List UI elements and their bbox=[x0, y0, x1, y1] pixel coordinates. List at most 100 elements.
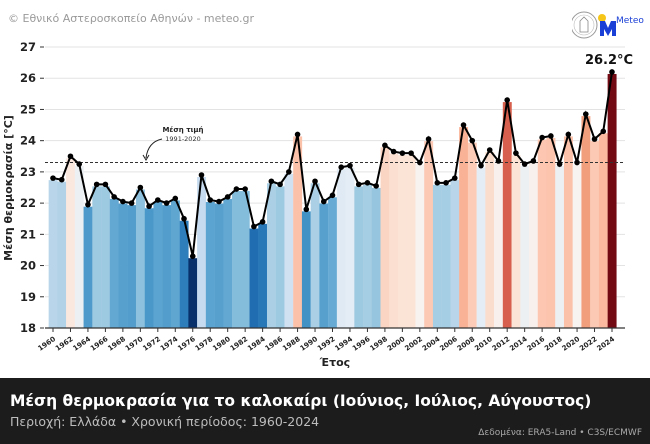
x-tick-label: 2016 bbox=[526, 335, 547, 353]
bar-2008 bbox=[467, 142, 477, 328]
bar-2000 bbox=[398, 155, 407, 328]
point-1975 bbox=[181, 215, 187, 222]
point-1990 bbox=[312, 178, 318, 185]
bar-1962 bbox=[66, 158, 76, 328]
x-tick-label: 2022 bbox=[578, 335, 599, 353]
point-2022 bbox=[591, 136, 598, 142]
x-tick-label: 2012 bbox=[491, 335, 512, 353]
bar-1993 bbox=[336, 169, 346, 328]
bar-2020 bbox=[572, 164, 582, 328]
x-tick-label: 2004 bbox=[421, 335, 442, 353]
bar-2003 bbox=[424, 141, 434, 328]
bar-1974 bbox=[170, 200, 180, 328]
point-2017 bbox=[548, 133, 554, 139]
bar-2005 bbox=[441, 184, 451, 328]
x-tick-label: 1986 bbox=[264, 335, 285, 353]
bar-1960 bbox=[48, 180, 58, 328]
point-1969 bbox=[128, 200, 135, 206]
y-tick-label: 23 bbox=[20, 165, 36, 179]
data-source: Δεδομένα: ERA5-Land • C3S/ECMWF bbox=[478, 428, 642, 438]
point-1996 bbox=[364, 180, 371, 186]
bar-2010 bbox=[485, 152, 495, 328]
x-tick-label: 1966 bbox=[89, 335, 110, 353]
point-1987 bbox=[286, 169, 292, 175]
point-2007 bbox=[460, 122, 467, 128]
point-1962 bbox=[67, 153, 74, 160]
bar-2014 bbox=[520, 166, 530, 328]
point-1993 bbox=[338, 164, 345, 171]
point-1966 bbox=[102, 181, 109, 188]
bar-1982 bbox=[240, 191, 250, 328]
x-tick-label: 2006 bbox=[438, 335, 459, 353]
bar-1966 bbox=[101, 186, 110, 328]
point-2015 bbox=[530, 158, 537, 164]
bar-1975 bbox=[179, 220, 189, 328]
meteo-logo-text: Meteo bbox=[616, 16, 644, 26]
bar-1996 bbox=[363, 184, 373, 328]
bar-1989 bbox=[301, 211, 311, 328]
bar-1985 bbox=[266, 183, 276, 328]
bar-1986 bbox=[275, 186, 285, 328]
bar-1987 bbox=[284, 173, 294, 328]
point-2023 bbox=[600, 128, 607, 135]
bar-1976 bbox=[188, 258, 198, 328]
y-axis-label: Μέση θερμοκρασία [°C] bbox=[2, 115, 15, 261]
point-2019 bbox=[565, 131, 572, 138]
bar-2004 bbox=[432, 184, 442, 328]
bar-1971 bbox=[144, 208, 154, 328]
point-1997 bbox=[373, 183, 379, 189]
bar-1988 bbox=[293, 136, 303, 328]
point-2003 bbox=[425, 136, 432, 142]
bar-2017 bbox=[546, 137, 556, 328]
point-2012 bbox=[504, 97, 510, 103]
bar-2007 bbox=[459, 127, 469, 328]
y-tick-label: 19 bbox=[20, 290, 36, 304]
bar-2018 bbox=[555, 166, 565, 328]
x-tick-label: 1962 bbox=[54, 335, 75, 353]
point-1985 bbox=[268, 178, 275, 185]
x-tick-label: 1992 bbox=[316, 335, 337, 353]
x-tick-label: 1976 bbox=[176, 335, 197, 353]
x-tick-label: 2018 bbox=[543, 335, 564, 353]
x-tick-label: 1970 bbox=[124, 335, 145, 353]
y-tick-label: 25 bbox=[20, 102, 36, 116]
point-1998 bbox=[382, 142, 388, 149]
bar-1992 bbox=[328, 197, 338, 328]
bar-1990 bbox=[310, 183, 320, 328]
point-2006 bbox=[451, 175, 458, 181]
bar-1967 bbox=[109, 198, 119, 328]
bar-1983 bbox=[249, 228, 259, 328]
x-tick-label: 2002 bbox=[403, 335, 424, 353]
y-tick-label: 26 bbox=[20, 71, 36, 85]
bar-1977 bbox=[197, 177, 207, 328]
bar-1968 bbox=[118, 203, 128, 328]
bar-1970 bbox=[135, 189, 145, 328]
reference-arrow-head bbox=[142, 154, 150, 161]
point-2011 bbox=[495, 158, 502, 164]
bar-2019 bbox=[563, 136, 573, 328]
bar-2013 bbox=[511, 155, 521, 328]
point-1981 bbox=[233, 186, 240, 192]
bar-1999 bbox=[389, 153, 399, 328]
bar-1973 bbox=[162, 205, 172, 328]
point-1999 bbox=[390, 148, 397, 155]
point-2021 bbox=[582, 111, 589, 117]
x-tick-label: 1984 bbox=[246, 335, 267, 353]
point-2018 bbox=[556, 161, 563, 167]
x-tick-label: 2020 bbox=[561, 335, 582, 353]
bar-2011 bbox=[494, 162, 504, 328]
point-1977 bbox=[198, 172, 205, 178]
bar-1997 bbox=[371, 187, 381, 328]
bar-1972 bbox=[153, 201, 163, 328]
logos bbox=[572, 11, 616, 39]
bar-2016 bbox=[537, 139, 547, 328]
point-1967 bbox=[111, 194, 117, 200]
x-tick-label: 2010 bbox=[473, 335, 494, 353]
x-tick-label: 1982 bbox=[229, 335, 250, 353]
x-tick-label: 1994 bbox=[334, 335, 355, 353]
point-1971 bbox=[146, 203, 152, 210]
bar-1963 bbox=[74, 166, 84, 328]
y-tick-label: 22 bbox=[20, 196, 36, 210]
point-2016 bbox=[539, 134, 545, 141]
